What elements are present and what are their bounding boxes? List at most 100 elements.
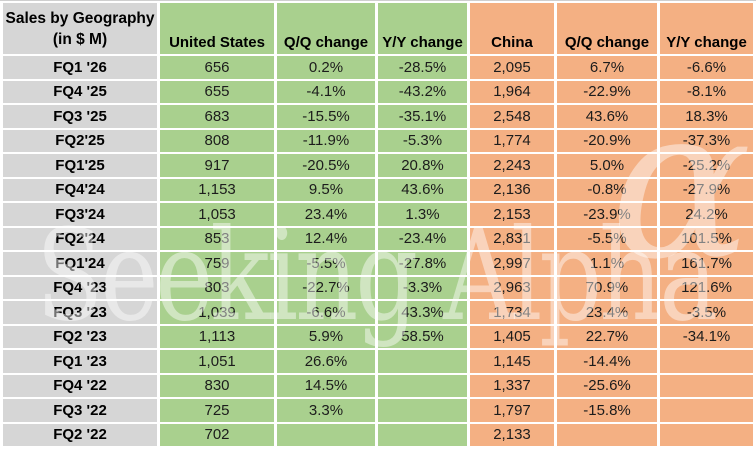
us-yy-change-cell: -23.4% (378, 227, 467, 250)
us-qq-change-cell: -5.5% (277, 252, 375, 275)
china-yy-change-cell: -25.2% (660, 154, 753, 177)
china-qq-change-cell: 70.9% (557, 276, 657, 299)
china-sales-cell: 1,964 (470, 80, 554, 103)
us-qq-change-cell: -4.1% (277, 80, 375, 103)
us-qq-change-cell: 9.5% (277, 178, 375, 201)
us-qq-change-cell: 26.6% (277, 350, 375, 373)
china-sales-cell: 2,095 (470, 56, 554, 79)
china-yy-change-cell: -8.1% (660, 80, 753, 103)
us-yy-change-cell (378, 350, 467, 373)
table-row: FQ2 '23 1,113 5.9% 58.5% 1,405 22.7% -34… (3, 325, 753, 348)
us-qq-change-cell: 0.2% (277, 56, 375, 79)
quarter-label-cell: FQ4 '25 (3, 80, 157, 103)
us-sales-cell: 1,039 (160, 301, 274, 324)
quarter-label-cell: FQ1 '23 (3, 350, 157, 373)
table-row: FQ1'25 917 -20.5% 20.8% 2,243 5.0% -25.2… (3, 154, 753, 177)
quarter-label-cell: FQ4'24 (3, 178, 157, 201)
china-yy-change-cell (660, 423, 753, 446)
quarter-label-cell: FQ4 '23 (3, 276, 157, 299)
china-sales-cell: 1,774 (470, 129, 554, 152)
china-qq-change-cell: -0.8% (557, 178, 657, 201)
table-body: FQ1 '26 656 0.2% -28.5% 2,095 6.7% -6.6%… (3, 56, 753, 446)
china-qq-change-cell: 23.4% (557, 301, 657, 324)
quarter-label-cell: FQ1'25 (3, 154, 157, 177)
china-yy-change-cell: -3.5% (660, 301, 753, 324)
china-yy-change-cell: 161.7% (660, 252, 753, 275)
china-qq-change-cell: 6.7% (557, 56, 657, 79)
us-qq-change-cell: -11.9% (277, 129, 375, 152)
china-yy-change-cell (660, 399, 753, 422)
quarter-label-cell: FQ3 '23 (3, 301, 157, 324)
us-sales-cell: 853 (160, 227, 274, 250)
us-yy-change-cell: -3.3% (378, 276, 467, 299)
header-us-yy-change: Y/Y change (378, 3, 467, 54)
china-yy-change-cell: 18.3% (660, 105, 753, 128)
us-yy-change-cell: 1.3% (378, 203, 467, 226)
quarter-label-cell: FQ4 '22 (3, 374, 157, 397)
china-qq-change-cell: -25.6% (557, 374, 657, 397)
header-united-states: United States (160, 3, 274, 54)
us-qq-change-cell: -15.5% (277, 105, 375, 128)
quarter-label-cell: FQ3 '25 (3, 105, 157, 128)
china-yy-change-cell: -6.6% (660, 56, 753, 79)
us-yy-change-cell (378, 423, 467, 446)
china-qq-change-cell (557, 423, 657, 446)
quarter-label-cell: FQ2 '22 (3, 423, 157, 446)
table-row: FQ2'25 808 -11.9% -5.3% 1,774 -20.9% -37… (3, 129, 753, 152)
china-sales-cell: 1,145 (470, 350, 554, 373)
us-qq-change-cell: -22.7% (277, 276, 375, 299)
china-qq-change-cell: 43.6% (557, 105, 657, 128)
header-us-qq-change: Q/Q change (277, 3, 375, 54)
china-sales-cell: 1,797 (470, 399, 554, 422)
china-yy-change-cell: 121.6% (660, 276, 753, 299)
china-sales-cell: 2,243 (470, 154, 554, 177)
china-sales-cell: 2,831 (470, 227, 554, 250)
quarter-label-cell: FQ2 '23 (3, 325, 157, 348)
table-row: FQ4 '22 830 14.5% 1,337 -25.6% (3, 374, 753, 397)
us-sales-cell: 917 (160, 154, 274, 177)
header-row: Sales by Geography (in $ M) United State… (3, 3, 753, 54)
table-row: FQ3 '22 725 3.3% 1,797 -15.8% (3, 399, 753, 422)
china-qq-change-cell: -15.8% (557, 399, 657, 422)
china-sales-cell: 2,963 (470, 276, 554, 299)
us-yy-change-cell: -27.8% (378, 252, 467, 275)
us-sales-cell: 1,051 (160, 350, 274, 373)
china-qq-change-cell: -5.5% (557, 227, 657, 250)
quarter-label-cell: FQ2'25 (3, 129, 157, 152)
us-yy-change-cell: 43.3% (378, 301, 467, 324)
us-qq-change-cell: 14.5% (277, 374, 375, 397)
us-sales-cell: 683 (160, 105, 274, 128)
china-yy-change-cell: 24.2% (660, 203, 753, 226)
us-sales-cell: 830 (160, 374, 274, 397)
us-yy-change-cell (378, 374, 467, 397)
table-row: FQ3'24 1,053 23.4% 1.3% 2,153 -23.9% 24.… (3, 203, 753, 226)
table-row: FQ1 '26 656 0.2% -28.5% 2,095 6.7% -6.6% (3, 56, 753, 79)
us-sales-cell: 803 (160, 276, 274, 299)
china-sales-cell: 1,405 (470, 325, 554, 348)
china-yy-change-cell: -37.3% (660, 129, 753, 152)
us-yy-change-cell: -43.2% (378, 80, 467, 103)
us-yy-change-cell: -28.5% (378, 56, 467, 79)
table-title-cell: Sales by Geography (in $ M) (3, 3, 157, 54)
table-row: FQ4'24 1,153 9.5% 43.6% 2,136 -0.8% -27.… (3, 178, 753, 201)
us-qq-change-cell (277, 423, 375, 446)
china-qq-change-cell: 5.0% (557, 154, 657, 177)
china-qq-change-cell: 1.1% (557, 252, 657, 275)
us-sales-cell: 1,153 (160, 178, 274, 201)
china-yy-change-cell (660, 350, 753, 373)
us-sales-cell: 702 (160, 423, 274, 446)
table-row: FQ3 '23 1,039 -6.6% 43.3% 1,734 23.4% -3… (3, 301, 753, 324)
us-qq-change-cell: 12.4% (277, 227, 375, 250)
us-yy-change-cell: -5.3% (378, 129, 467, 152)
china-sales-cell: 2,548 (470, 105, 554, 128)
china-qq-change-cell: -22.9% (557, 80, 657, 103)
china-qq-change-cell: -20.9% (557, 129, 657, 152)
us-qq-change-cell: 3.3% (277, 399, 375, 422)
us-yy-change-cell: -35.1% (378, 105, 467, 128)
table-row: FQ2'24 853 12.4% -23.4% 2,831 -5.5% 101.… (3, 227, 753, 250)
quarter-label-cell: FQ3'24 (3, 203, 157, 226)
china-yy-change-cell (660, 374, 753, 397)
us-qq-change-cell: -20.5% (277, 154, 375, 177)
